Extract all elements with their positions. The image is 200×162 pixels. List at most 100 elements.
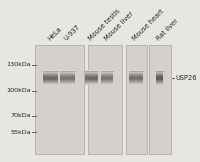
- Bar: [43, 79, 58, 80]
- Bar: [129, 83, 143, 84]
- Bar: [101, 75, 113, 76]
- Bar: [43, 75, 58, 76]
- Bar: [101, 81, 113, 82]
- Bar: [129, 81, 143, 82]
- Bar: [101, 78, 113, 79]
- Bar: [60, 81, 75, 82]
- Bar: [43, 71, 58, 72]
- Bar: [85, 74, 98, 75]
- Bar: [85, 76, 98, 77]
- Bar: [43, 70, 58, 71]
- Bar: [129, 79, 143, 80]
- Bar: [60, 77, 75, 78]
- Bar: [156, 71, 163, 72]
- Bar: [101, 84, 113, 85]
- Bar: [101, 76, 113, 77]
- Bar: [101, 71, 113, 72]
- Bar: [129, 76, 143, 77]
- Bar: [129, 80, 143, 81]
- Bar: [156, 80, 163, 81]
- Bar: [101, 83, 113, 84]
- Bar: [43, 81, 58, 82]
- Bar: [85, 81, 98, 82]
- Bar: [101, 71, 113, 72]
- Bar: [101, 77, 113, 78]
- Bar: [43, 74, 58, 75]
- Bar: [85, 75, 98, 76]
- Bar: [60, 75, 75, 76]
- Bar: [156, 70, 163, 71]
- Bar: [60, 71, 75, 72]
- Bar: [85, 82, 98, 83]
- Bar: [85, 75, 98, 76]
- Bar: [35, 45, 84, 154]
- Bar: [129, 72, 143, 73]
- Bar: [129, 82, 143, 83]
- Bar: [85, 80, 98, 81]
- Bar: [60, 74, 75, 75]
- Bar: [101, 73, 113, 74]
- Bar: [156, 76, 163, 77]
- Bar: [129, 77, 143, 78]
- Bar: [60, 74, 75, 75]
- Bar: [156, 83, 163, 84]
- Bar: [129, 76, 143, 77]
- Bar: [60, 79, 75, 80]
- Bar: [101, 80, 113, 81]
- Bar: [156, 77, 163, 78]
- Bar: [85, 74, 98, 75]
- Bar: [85, 72, 98, 73]
- Bar: [129, 75, 143, 76]
- Bar: [129, 81, 143, 82]
- Bar: [129, 80, 143, 81]
- Bar: [156, 75, 163, 76]
- Bar: [156, 82, 163, 83]
- Bar: [156, 76, 163, 77]
- Bar: [85, 77, 98, 78]
- Bar: [85, 83, 98, 84]
- Bar: [43, 74, 58, 75]
- Bar: [101, 83, 113, 84]
- Bar: [88, 45, 122, 154]
- Bar: [43, 84, 58, 85]
- Bar: [129, 72, 143, 73]
- Bar: [101, 81, 113, 82]
- Bar: [43, 70, 58, 71]
- Bar: [156, 83, 163, 84]
- Bar: [60, 75, 75, 76]
- Bar: [156, 78, 163, 79]
- Text: Mouse heart: Mouse heart: [132, 8, 165, 42]
- Bar: [85, 80, 98, 81]
- Bar: [60, 70, 75, 71]
- Bar: [129, 74, 143, 75]
- Text: 100kDa: 100kDa: [6, 88, 31, 93]
- Bar: [156, 73, 163, 74]
- Bar: [101, 77, 113, 78]
- Bar: [43, 77, 58, 78]
- Bar: [85, 73, 98, 74]
- Bar: [60, 78, 75, 79]
- Bar: [156, 82, 163, 83]
- Bar: [43, 83, 58, 84]
- Bar: [129, 73, 143, 74]
- Bar: [101, 75, 113, 76]
- Bar: [60, 72, 75, 73]
- Bar: [85, 79, 98, 80]
- Bar: [60, 80, 75, 81]
- Bar: [60, 76, 75, 77]
- Bar: [156, 74, 163, 75]
- Bar: [101, 74, 113, 75]
- Bar: [85, 77, 98, 78]
- Bar: [60, 71, 75, 72]
- Bar: [85, 83, 98, 84]
- Bar: [85, 76, 98, 77]
- Bar: [156, 81, 163, 82]
- Bar: [60, 83, 75, 84]
- Bar: [43, 80, 58, 81]
- Bar: [85, 81, 98, 82]
- Bar: [85, 71, 98, 72]
- Bar: [156, 79, 163, 80]
- Bar: [60, 79, 75, 80]
- Bar: [156, 72, 163, 73]
- Bar: [101, 72, 113, 73]
